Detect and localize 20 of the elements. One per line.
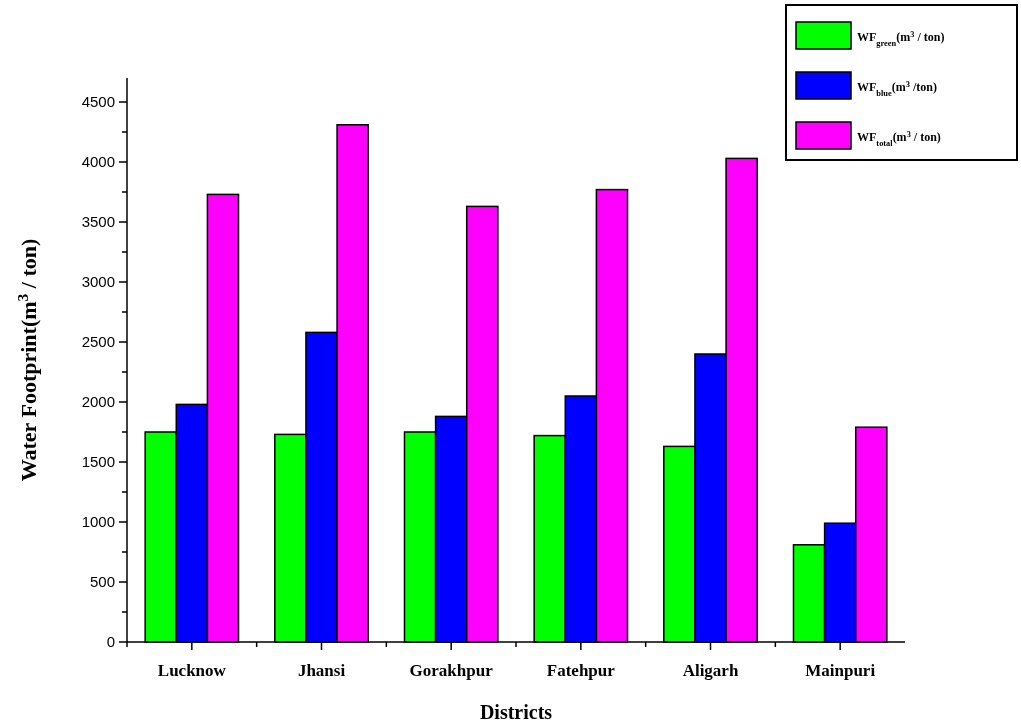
x-tick-label: Jhansi — [297, 661, 346, 680]
y-tick-label: 0 — [106, 633, 115, 651]
x-tick-label: Aligarh — [682, 661, 739, 680]
y-tick-label: 4500 — [81, 93, 115, 111]
y-tick-label: 2500 — [81, 333, 115, 351]
y-tick-label: 500 — [89, 573, 115, 591]
y-tick-label: 1000 — [81, 513, 115, 531]
y-tick-label: 2000 — [81, 393, 115, 411]
x-tick-label: Gorakhpur — [409, 661, 494, 680]
x-tick-label: Fatehpur — [546, 661, 616, 680]
legend-label: WF$_{green}$(m$^{3}$ / ton) — [857, 29, 945, 48]
legend-label: WF$_{blue}$(m$^{3}$ /ton) — [857, 79, 937, 98]
x-tick-label: Mainpuri — [805, 661, 876, 680]
y-tick-label: 1500 — [81, 453, 115, 471]
y-tick-label: 4000 — [81, 153, 115, 171]
y-tick-label: 3500 — [81, 213, 115, 231]
legend-label: WF$_{total}$(m$^{3}$ / ton) — [857, 129, 941, 148]
y-tick-label: 3000 — [81, 273, 115, 291]
x-tick-label: Lucknow — [157, 661, 227, 680]
x-axis-title: Districts — [479, 701, 553, 723]
